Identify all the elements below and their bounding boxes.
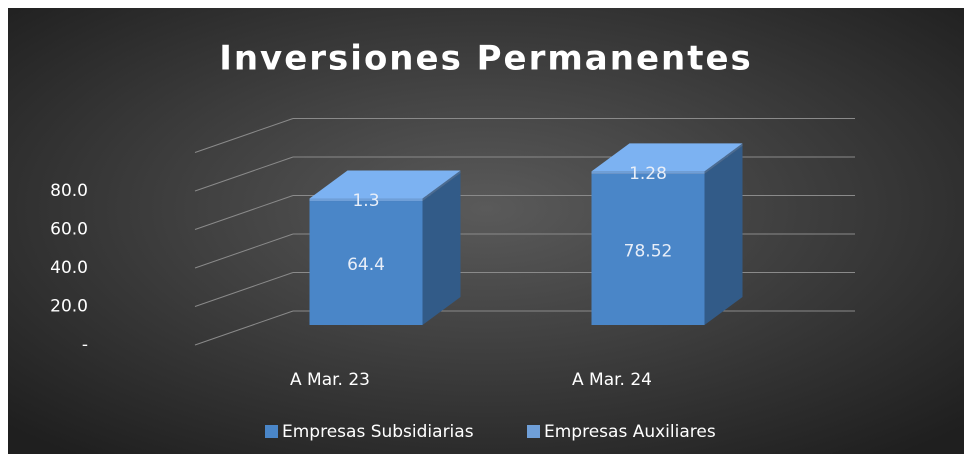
bar-side: [704, 145, 743, 325]
legend-label: Empresas Auxiliares: [544, 422, 716, 442]
bar-side: [422, 173, 461, 325]
bar: [591, 173, 705, 325]
y-tick-label: 40.0: [50, 258, 88, 278]
y-tick-label: 60.0: [50, 220, 88, 240]
plot-frame: [194, 118, 294, 153]
grid-line: [194, 156, 294, 192]
bar: [309, 201, 423, 325]
value-label: 1.3: [352, 191, 379, 211]
bar-top: [591, 143, 743, 172]
y-tick-label: -: [82, 335, 88, 355]
value-label: 78.52: [624, 241, 673, 261]
grid-line: [194, 272, 294, 307]
bar: [591, 171, 705, 174]
grid-line: [194, 195, 294, 230]
value-label: 64.4: [347, 255, 385, 275]
legend-label: Empresas Subsidiarias: [282, 422, 474, 442]
y-tick-label: 80.0: [50, 181, 88, 201]
bar-side: [704, 143, 743, 174]
chart-background: [8, 8, 964, 454]
y-tick-label: 20.0: [50, 297, 88, 317]
bar: [309, 198, 423, 202]
bar-side: [422, 170, 461, 202]
grid-line: [194, 233, 294, 269]
chart-title: Inversiones Permanentes: [219, 39, 753, 79]
bar-top: [309, 170, 461, 199]
x-tick-label: A Mar. 24: [572, 370, 652, 390]
x-tick-label: A Mar. 23: [290, 370, 370, 390]
legend-swatch: [527, 425, 540, 438]
grid-line: [194, 310, 294, 346]
legend-swatch: [265, 425, 278, 438]
value-label: 1.28: [629, 164, 667, 184]
